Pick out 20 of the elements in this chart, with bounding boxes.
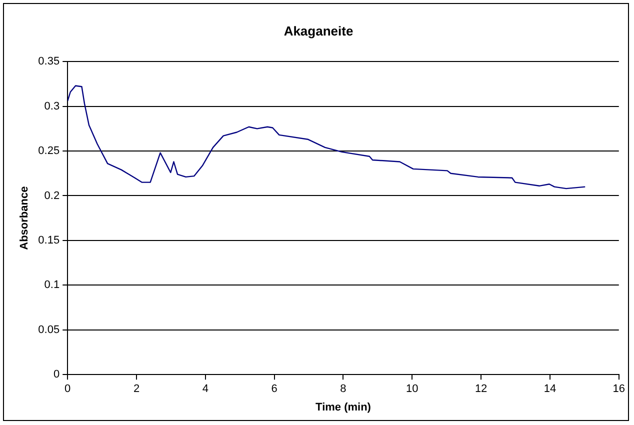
x-tick-label: 12 (474, 383, 488, 396)
x-tick-label: 4 (202, 383, 208, 396)
y-tick-label: 0.35 (38, 56, 60, 68)
y-tick-label: 0.2 (44, 190, 60, 202)
y-tick-label: 0.1 (44, 279, 60, 292)
y-tick-label: 0.3 (44, 100, 60, 112)
x-tick-label: 8 (340, 383, 346, 396)
y-tick-label: 0 (53, 368, 60, 381)
chart-title: Akaganeite (284, 23, 354, 38)
y-tick-label: 0.05 (38, 324, 60, 336)
x-tick-label: 6 (271, 383, 278, 396)
y-tick-label: 0.15 (38, 234, 60, 246)
y-axis-title: Absorbance (18, 186, 31, 250)
y-tick-label: 0.25 (38, 145, 60, 158)
x-tick-label: 16 (612, 383, 626, 396)
x-tick-label: 10 (406, 383, 418, 396)
x-axis-title: Time (min) (316, 401, 372, 414)
x-tick-label: 2 (133, 383, 140, 396)
x-tick-label: 14 (544, 383, 556, 396)
x-tick-label: 0 (64, 383, 71, 396)
